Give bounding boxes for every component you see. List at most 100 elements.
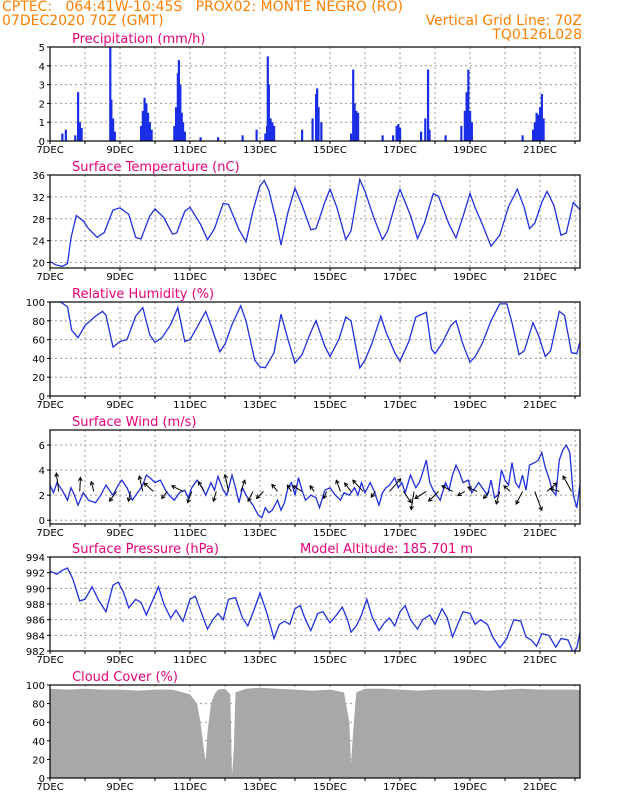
series-line — [50, 177, 580, 268]
precip-bar — [74, 135, 77, 141]
wind-vector — [414, 490, 427, 499]
wind-vector — [503, 485, 511, 492]
y-tick-label: 0 — [39, 392, 45, 403]
precip-bar — [424, 118, 427, 141]
y-tick-label: 80 — [32, 700, 45, 711]
x-tick-label: 15DEC — [313, 400, 347, 411]
x-tick-label: 11DEC — [173, 400, 207, 411]
wind-vector — [292, 485, 303, 492]
wind-vector-head — [503, 485, 508, 490]
precip-bar — [269, 118, 272, 141]
cloud-cover-area — [50, 687, 580, 778]
x-tick-label: 21DEC — [523, 782, 557, 793]
x-tick-label: 9DEC — [106, 145, 133, 156]
precip-bar — [182, 122, 185, 141]
wind-vector-head — [441, 485, 446, 490]
precip-bar — [537, 114, 540, 141]
wind-vector — [212, 491, 217, 502]
wind-vector-head — [241, 479, 246, 485]
x-tick-label: 21DEC — [523, 528, 557, 539]
y-tick-label: 4 — [39, 466, 45, 477]
wind-vector — [534, 491, 543, 511]
wind-vector-head — [247, 497, 252, 503]
x-tick-label: 13DEC — [243, 528, 277, 539]
wind-vector — [138, 475, 144, 492]
header-station: CPTEC: 064:41W-10:45S PROX02: MONTE NEGR… — [2, 0, 403, 15]
precip-bar — [539, 107, 542, 141]
wind-vector-head — [322, 494, 328, 500]
x-tick-label: 15DEC — [313, 272, 347, 283]
x-tick-label: 7DEC — [36, 145, 63, 156]
wind-vector-head — [515, 499, 520, 505]
wind-vector — [127, 491, 131, 502]
y-tick-label: 28 — [32, 215, 45, 226]
wind-vector-head — [197, 480, 203, 486]
precip-bar — [317, 107, 320, 141]
y-tick-label: 100 — [26, 298, 45, 309]
y-tick-label: 20 — [32, 373, 45, 384]
wind-vector — [143, 482, 154, 492]
precip-bar — [444, 135, 447, 141]
wind-vector — [428, 491, 439, 502]
wind-vector — [109, 491, 117, 502]
wind-vector-head — [170, 485, 176, 490]
precip-bar — [255, 129, 258, 141]
precip-bar — [535, 112, 538, 141]
precip-bar — [353, 103, 356, 141]
wind-vector-head — [108, 497, 114, 503]
x-tick-label: 21DEC — [523, 272, 557, 283]
precip-bar — [271, 122, 274, 141]
wind-vector — [370, 491, 376, 498]
precip-bar — [141, 110, 144, 141]
x-tick-label: 7DEC — [36, 528, 63, 539]
wind-vector — [197, 481, 205, 492]
precip-bar — [150, 129, 153, 141]
y-tick-label: 40 — [32, 354, 45, 365]
y-tick-label: 36 — [32, 171, 45, 182]
precip-bar — [355, 110, 358, 141]
precip-bar — [301, 129, 304, 141]
wind-vector-head — [286, 484, 292, 490]
wind-vector — [171, 485, 184, 492]
wind-vector-head — [223, 473, 228, 479]
precip-bar — [352, 69, 355, 141]
precip-bar — [469, 110, 472, 141]
plot-frame — [49, 46, 581, 142]
wind-vector — [467, 486, 478, 492]
x-tick-label: 15DEC — [313, 528, 347, 539]
y-tick-label: 982 — [26, 647, 45, 658]
precip-bar — [397, 124, 400, 141]
wind-vector-head — [370, 493, 376, 498]
wind-vector-head — [538, 506, 543, 512]
precip-bar — [267, 84, 270, 141]
x-tick-label: 13DEC — [243, 272, 277, 283]
y-tick-label: 100 — [26, 681, 45, 692]
wind-vector-head — [409, 505, 414, 511]
y-tick-label: 3 — [39, 81, 45, 92]
plot-frame — [49, 174, 581, 269]
wind-vector — [90, 481, 95, 492]
x-tick-label: 15DEC — [313, 145, 347, 156]
precip-bar — [77, 92, 80, 141]
precip-bar — [467, 69, 470, 141]
series-line — [50, 443, 580, 519]
header-model-code: TQ0126L028 — [492, 27, 582, 43]
precip-bar — [427, 69, 430, 141]
wind-vector — [515, 491, 523, 505]
wind-vector-head — [54, 472, 60, 478]
wind-vector — [309, 485, 315, 492]
y-tick-label: 6 — [39, 441, 45, 452]
precip-bar — [109, 47, 112, 141]
x-tick-label: 21DEC — [523, 655, 557, 666]
precip-bar — [177, 60, 180, 141]
precip-bar — [179, 84, 182, 141]
precip-bar — [145, 103, 148, 141]
plot-frame — [49, 429, 581, 525]
header-grid-line: Vertical Grid Line: 70Z — [425, 13, 582, 29]
y-tick-label: 80 — [32, 317, 45, 328]
wind-vector-head — [494, 499, 500, 506]
precip-bar — [392, 135, 395, 141]
y-tick-label: 60 — [32, 718, 45, 729]
panel-title: Surface Wind (m/s) — [72, 415, 196, 430]
x-tick-label: 15DEC — [313, 782, 347, 793]
